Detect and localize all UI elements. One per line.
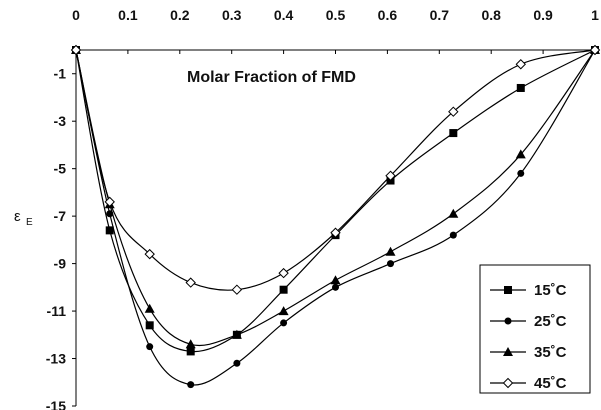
data-point (104, 196, 115, 208)
data-point (187, 381, 195, 389)
y-tick-label: -11 (47, 303, 67, 319)
data-point (231, 284, 243, 295)
y-tick-label: -9 (54, 256, 67, 272)
x-tick-label: 0.9 (533, 7, 553, 23)
x-tick-label: 0 (72, 7, 80, 23)
data-point (144, 248, 155, 260)
y-axis-label-subscript: E (26, 217, 33, 228)
x-tick-label: 0.4 (274, 7, 294, 23)
data-point (330, 227, 341, 238)
data-point (517, 169, 525, 177)
data-point (448, 106, 459, 117)
y-tick-label: -3 (54, 113, 67, 129)
data-point (186, 347, 195, 356)
data-point (146, 343, 154, 351)
legend-marker (504, 286, 512, 294)
data-point (448, 208, 459, 218)
data-point (144, 303, 155, 313)
data-point (70, 44, 82, 56)
data-point (231, 329, 242, 339)
legend-label: 35˚C (534, 344, 567, 361)
y-tick-label: -15 (46, 398, 66, 410)
x-tick-label: 0.6 (378, 7, 398, 23)
x-tick-label: 0.5 (326, 7, 346, 23)
data-point (330, 275, 341, 285)
legend: 15˚C 25˚C 35˚C 45˚C (479, 264, 591, 394)
data-point (387, 260, 395, 268)
data-point (332, 283, 339, 291)
legend-label: 45˚C (534, 375, 567, 392)
y-tick-label: -13 (46, 351, 66, 367)
data-point (279, 285, 288, 294)
x-tick-label: 0.8 (481, 7, 501, 23)
data-point (385, 170, 396, 181)
data-point (233, 359, 241, 367)
legend-marker (504, 317, 512, 325)
data-point (185, 339, 196, 349)
data-point (278, 267, 289, 279)
legend-marker (503, 347, 513, 356)
data-point (280, 319, 288, 327)
data-point (106, 210, 114, 218)
data-point (516, 83, 525, 92)
y-axis-label: ε (14, 208, 21, 225)
y-tick-label: -5 (54, 161, 67, 177)
data-point (515, 59, 526, 70)
legend-box (479, 264, 591, 394)
tick-layer: 0 0.1 0.2 0.3 0.4 0.5 0.6 0.7 0.8 0.9 1 -1 -3 -5 -7 -9 -… (46, 7, 599, 410)
data-point (105, 226, 114, 235)
x-tick-label: 0.7 (430, 7, 450, 23)
legend-marker (502, 377, 514, 389)
legend-label: 15˚C (534, 282, 567, 299)
x-tick-label: 1 (591, 7, 599, 23)
data-point (449, 231, 457, 239)
data-point (515, 149, 526, 159)
data-point (185, 277, 196, 288)
y-tick-label: -1 (54, 66, 67, 82)
data-point (145, 321, 154, 330)
data-point (449, 129, 458, 138)
chart-title: Molar Fraction of FMD (187, 69, 356, 86)
data-point (278, 306, 289, 316)
x-tick-label: 0.3 (222, 7, 242, 23)
x-tick-label: 0.2 (170, 7, 190, 23)
x-tick-label: 0.1 (118, 7, 138, 23)
data-point (589, 44, 601, 56)
y-tick-label: -7 (54, 208, 67, 224)
data-point (385, 246, 396, 256)
legend-label: 25˚C (534, 313, 567, 330)
marker-layer (70, 44, 601, 389)
